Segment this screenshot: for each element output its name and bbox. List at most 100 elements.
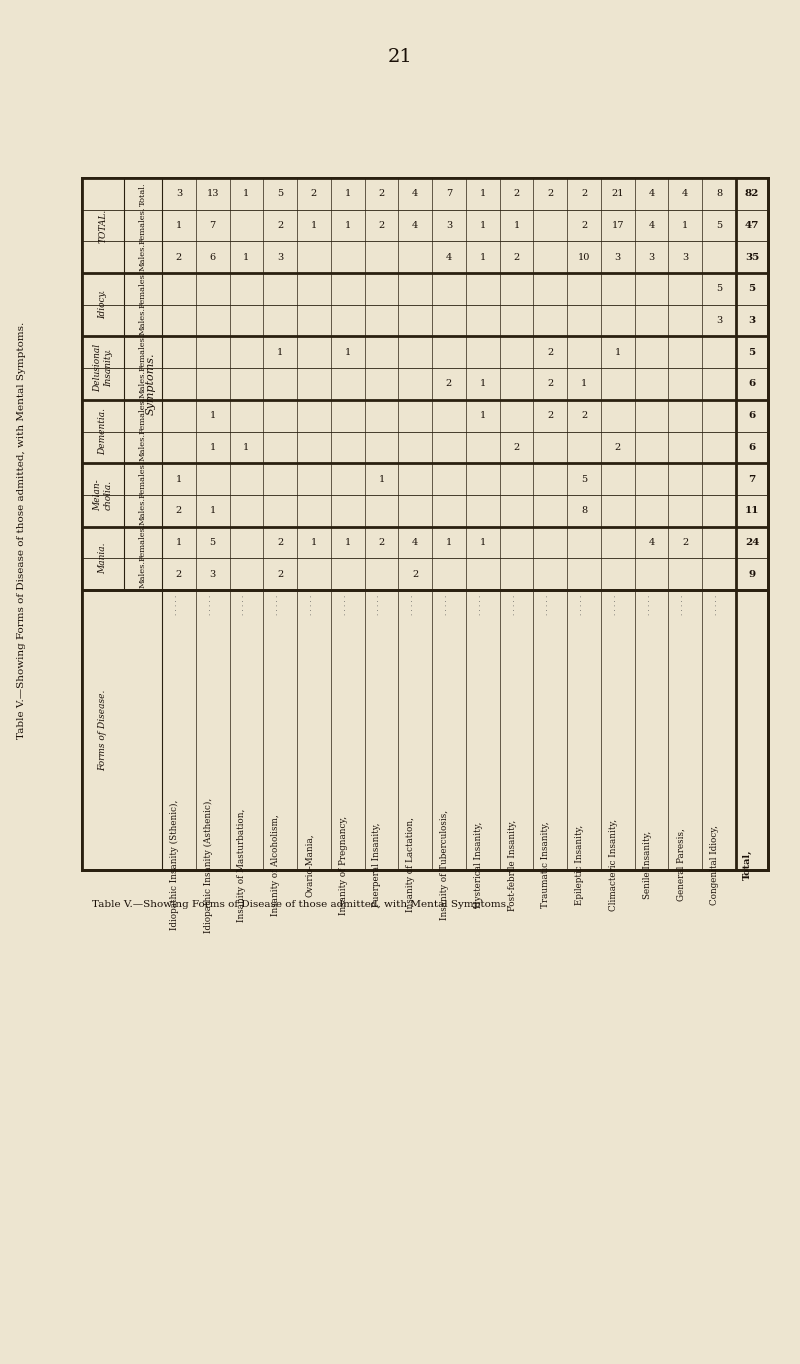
Text: 8: 8: [581, 506, 587, 516]
Text: Delusional
Insanity.: Delusional Insanity.: [94, 344, 113, 393]
Text: Females.: Females.: [139, 397, 147, 435]
Text: . . . . .: . . . . .: [272, 595, 280, 615]
Text: 1: 1: [210, 443, 216, 451]
Text: 2: 2: [547, 348, 554, 357]
Text: 1: 1: [210, 506, 216, 516]
Text: 6: 6: [748, 379, 756, 389]
Text: 1: 1: [514, 221, 520, 231]
Text: 2: 2: [277, 221, 283, 231]
Text: Insanity of Alcoholism,: Insanity of Alcoholism,: [271, 814, 280, 915]
Text: 4: 4: [412, 537, 418, 547]
Text: 2: 2: [176, 252, 182, 262]
Text: 1: 1: [210, 411, 216, 420]
Text: 4: 4: [649, 221, 654, 231]
Text: 10: 10: [578, 252, 590, 262]
Text: . . . . .: . . . . .: [509, 595, 517, 615]
Text: 6: 6: [748, 443, 756, 451]
Text: Females.: Females.: [139, 270, 147, 308]
Text: TOTAL.: TOTAL.: [98, 209, 107, 243]
Text: 1: 1: [176, 475, 182, 484]
Text: Melan-
cholia.: Melan- cholia.: [94, 479, 113, 510]
Text: 21: 21: [388, 48, 412, 65]
Text: Idiocy.: Idiocy.: [98, 291, 107, 319]
Text: 24: 24: [745, 537, 759, 547]
Text: 1: 1: [345, 537, 351, 547]
Text: 13: 13: [206, 190, 219, 198]
Text: Females.: Females.: [139, 207, 147, 244]
Text: Senile Insanity,: Senile Insanity,: [642, 831, 651, 899]
Text: Epileptic Insanity,: Epileptic Insanity,: [575, 825, 584, 906]
Text: 2: 2: [176, 506, 182, 516]
Text: 3: 3: [446, 221, 452, 231]
Text: 3: 3: [277, 252, 283, 262]
Text: 2: 2: [514, 443, 520, 451]
Text: 5: 5: [277, 190, 283, 198]
Text: 1: 1: [243, 443, 250, 451]
Text: 82: 82: [745, 190, 759, 198]
Text: Climacteric Insanity,: Climacteric Insanity,: [609, 818, 618, 911]
Text: 2: 2: [547, 379, 554, 389]
Text: Males.: Males.: [139, 243, 147, 271]
Text: 17: 17: [611, 221, 624, 231]
Text: Hysterical Insanity,: Hysterical Insanity,: [474, 822, 482, 908]
Text: 2: 2: [682, 537, 689, 547]
Text: 1: 1: [446, 537, 452, 547]
Text: . . . . .: . . . . .: [374, 595, 382, 615]
Text: 4: 4: [682, 190, 689, 198]
Text: . . . . .: . . . . .: [205, 595, 213, 615]
Text: . . . . .: . . . . .: [441, 595, 449, 615]
Text: 3: 3: [614, 252, 621, 262]
Text: . . . . .: . . . . .: [306, 595, 314, 615]
Text: General Paresis,: General Paresis,: [676, 828, 686, 902]
Text: 2: 2: [581, 190, 587, 198]
Text: 3: 3: [749, 316, 755, 325]
Text: 1: 1: [243, 252, 250, 262]
Text: Males.: Males.: [139, 307, 147, 334]
Text: . . . . .: . . . . .: [340, 595, 348, 615]
Text: 1: 1: [311, 537, 317, 547]
Text: Total,: Total,: [743, 850, 752, 880]
Text: 11: 11: [745, 506, 759, 516]
Text: 2: 2: [614, 443, 621, 451]
Text: 1: 1: [345, 221, 351, 231]
Text: 2: 2: [581, 221, 587, 231]
Text: . . . . .: . . . . .: [711, 595, 719, 615]
Text: 1: 1: [480, 221, 486, 231]
Text: 21: 21: [611, 190, 624, 198]
Text: Males.: Males.: [139, 370, 147, 398]
Text: Puerperal Insanity,: Puerperal Insanity,: [373, 822, 382, 907]
Text: 1: 1: [480, 411, 486, 420]
Text: Traumatic Insanity,: Traumatic Insanity,: [542, 821, 550, 908]
Text: Females.: Females.: [139, 460, 147, 498]
Bar: [83, 179, 767, 869]
Text: 6: 6: [748, 411, 756, 420]
Text: Forms of Disease.: Forms of Disease.: [98, 689, 107, 771]
Text: 2: 2: [412, 570, 418, 578]
Text: 1: 1: [480, 252, 486, 262]
Text: 1: 1: [311, 221, 317, 231]
Text: Insanity of Masturbation,: Insanity of Masturbation,: [238, 809, 246, 922]
Text: Table V.—Showing Forms of Disease of those admitted, with Mental Symptoms.: Table V.—Showing Forms of Disease of tho…: [92, 900, 510, 908]
Text: 9: 9: [749, 570, 755, 578]
Text: . . . . .: . . . . .: [407, 595, 415, 615]
Text: 1: 1: [480, 190, 486, 198]
Text: Post-febrile Insanity,: Post-febrile Insanity,: [507, 820, 517, 911]
Text: 47: 47: [745, 221, 759, 231]
Text: . . . . .: . . . . .: [678, 595, 686, 615]
Text: 1: 1: [176, 537, 182, 547]
Text: 1: 1: [277, 348, 283, 357]
Text: 2: 2: [581, 411, 587, 420]
Text: 1: 1: [345, 190, 351, 198]
Text: 4: 4: [412, 190, 418, 198]
Text: 7: 7: [446, 190, 452, 198]
Text: . . . . .: . . . . .: [643, 595, 651, 615]
Text: 3: 3: [210, 570, 216, 578]
Text: . . . . .: . . . . .: [542, 595, 550, 615]
Text: Mania.: Mania.: [98, 543, 107, 574]
Text: Ovario-Mania,: Ovario-Mania,: [305, 833, 314, 896]
Text: 4: 4: [446, 252, 452, 262]
Text: 1: 1: [378, 475, 385, 484]
Text: Total.: Total.: [139, 181, 147, 206]
Text: 2: 2: [378, 221, 385, 231]
Bar: [81, 176, 770, 872]
